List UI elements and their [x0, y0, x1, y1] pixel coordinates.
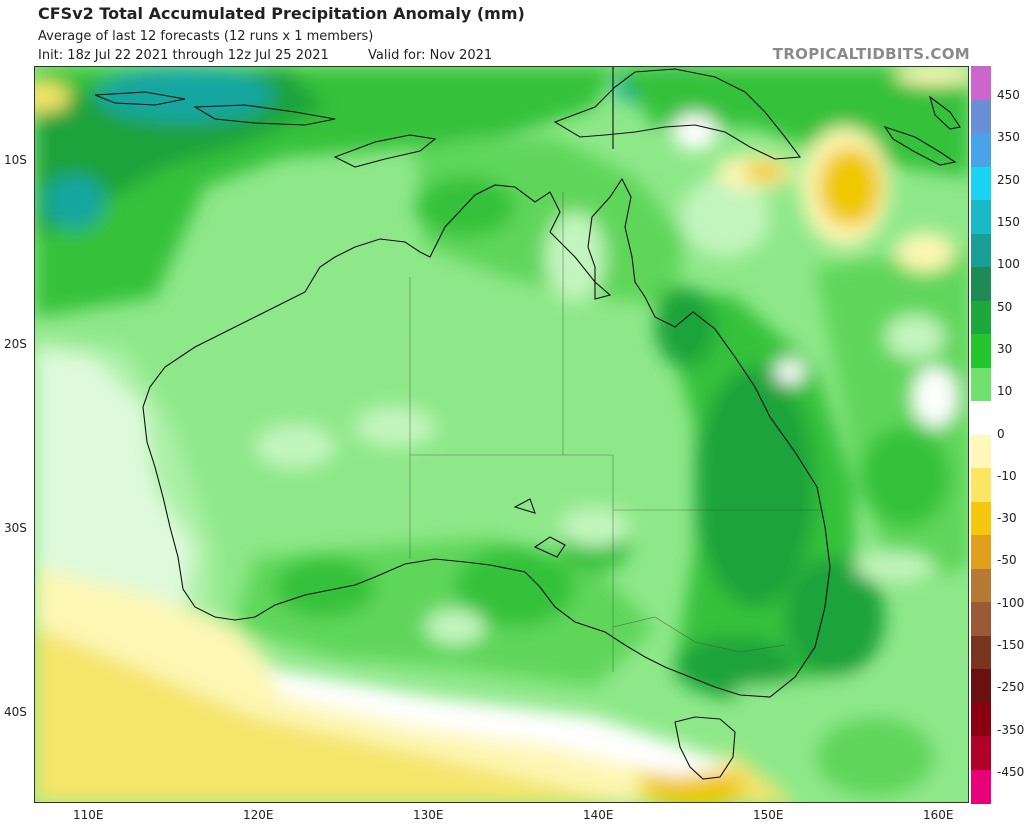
- lat-tick-label: 20S: [4, 337, 27, 351]
- colorbar-swatch: [971, 367, 991, 402]
- anomaly-field: [35, 67, 968, 802]
- colorbar-tick-label: 250: [997, 172, 1020, 187]
- coastline: [94, 67, 961, 780]
- colorbar-swatch: [971, 300, 991, 335]
- colorbar-tick-label: -350: [997, 722, 1024, 737]
- colorbar-swatch: [971, 702, 991, 737]
- colorbar-swatch: [971, 267, 991, 301]
- lat-tick-label: 30S: [4, 521, 27, 535]
- colorbar-swatch: [971, 99, 991, 134]
- colorbar-tick-label: 150: [997, 214, 1020, 229]
- colorbar-swatch: [971, 434, 991, 469]
- colorbar-swatch: [971, 66, 991, 100]
- colorbar-tick-label: -10: [997, 468, 1017, 483]
- lat-tick-label: 40S: [4, 705, 27, 719]
- colorbar-swatch: [971, 535, 991, 569]
- lon-tick-label: 140E: [583, 808, 614, 822]
- map-subtitle: Average of last 12 forecasts (12 runs x …: [38, 29, 374, 44]
- colorbar-swatch: [971, 468, 991, 502]
- lon-tick-label: 160E: [923, 808, 954, 822]
- colorbar-tick-label: 0: [997, 426, 1005, 441]
- colorbar-tick-label: 50: [997, 299, 1013, 314]
- colorbar-tick-label: 30: [997, 341, 1013, 356]
- colorbar-swatch: [971, 166, 991, 201]
- colorbar-tick-label: -100: [997, 595, 1024, 610]
- state-borders: [409, 192, 825, 672]
- colorbar: [971, 66, 991, 804]
- valid-time-label: Valid for: Nov 2021: [368, 48, 493, 63]
- colorbar-swatch: [971, 769, 991, 804]
- colorbar-swatch: [971, 133, 991, 167]
- colorbar-tick-label: -450: [997, 765, 1024, 779]
- colorbar-swatch: [971, 635, 991, 670]
- colorbar-swatch: [971, 334, 991, 368]
- map-title: CFSv2 Total Accumulated Precipitation An…: [38, 4, 525, 23]
- colorbar-tick-label: -30: [997, 511, 1017, 526]
- colorbar-swatch: [971, 602, 991, 636]
- colorbar-swatch: [971, 501, 991, 536]
- colorbar-swatch: [971, 401, 991, 435]
- colorbar-tick-label: -250: [997, 680, 1024, 695]
- brand-watermark: TROPICALTIDBITS.COM: [772, 45, 970, 63]
- lat-tick-label: 10S: [4, 153, 27, 167]
- colorbar-swatch: [971, 200, 991, 234]
- lon-tick-label: 130E: [413, 808, 444, 822]
- colorbar-tick-label: -150: [997, 638, 1024, 653]
- colorbar-tick-label: 100: [997, 257, 1020, 272]
- lon-tick-label: 120E: [243, 808, 274, 822]
- colorbar-tick-label: 10: [997, 384, 1013, 399]
- init-time-label: Init: 18z Jul 22 2021 through 12z Jul 25…: [38, 48, 329, 63]
- colorbar-swatch: [971, 233, 991, 268]
- colorbar-tick-label: -50: [997, 553, 1017, 568]
- precip-anomaly-map[interactable]: [34, 66, 969, 803]
- map-canvas: [35, 67, 968, 802]
- colorbar-swatch: [971, 568, 991, 603]
- lon-tick-label: 150E: [753, 808, 784, 822]
- colorbar-tick-label: 350: [997, 130, 1020, 145]
- colorbar-swatch: [971, 669, 991, 703]
- colorbar-tick-label: 450: [997, 88, 1020, 102]
- lon-tick-label: 110E: [73, 808, 104, 822]
- colorbar-swatch: [971, 736, 991, 770]
